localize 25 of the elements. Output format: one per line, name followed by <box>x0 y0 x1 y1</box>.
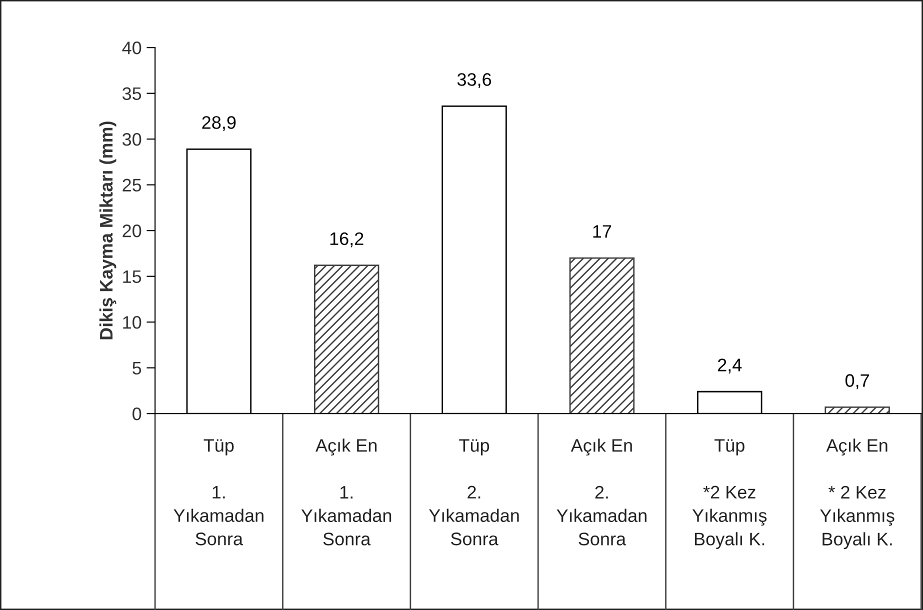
data-label: 28,9 <box>202 116 236 132</box>
category-label: Tüp *2 Kez Yıkanmış Boyalı K. <box>692 439 767 549</box>
bar <box>569 257 635 414</box>
category-label: Açık En 2. Yıkamadan Sonra <box>556 438 646 546</box>
data-label: 17 <box>593 225 612 238</box>
data-label: 0,7 <box>845 374 869 390</box>
y-tick-label: 20 <box>122 224 142 238</box>
y-tick-label: 5 <box>132 362 142 375</box>
y-tick-label: 35 <box>122 87 142 100</box>
y-axis-title: Dikiş Kayma Miktarı (mm) <box>99 122 116 340</box>
category-label: Tüp 2. Yıkamadan Sonra <box>429 439 519 546</box>
category-label: Tüp 1. Yıkamadan Sonra <box>174 439 264 546</box>
bar <box>314 264 380 414</box>
y-tick-label: 0 <box>132 408 142 420</box>
y-tick-label: 10 <box>123 316 142 329</box>
category-label: Açık En * 2 Kez Yıkanmış Boyalı K. <box>820 438 894 550</box>
bar <box>824 406 890 414</box>
data-label: 33,6 <box>457 73 492 88</box>
y-tick-label: 25 <box>122 178 142 192</box>
y-tick-label: 40 <box>122 42 142 54</box>
y-tick-label: 15 <box>123 270 142 284</box>
data-label: 2,4 <box>718 358 742 374</box>
data-label: 16,2 <box>330 232 364 248</box>
category-label: Açık En 1. Yıkamadan Sonra <box>301 438 392 546</box>
y-tick-label: 30 <box>122 133 142 146</box>
